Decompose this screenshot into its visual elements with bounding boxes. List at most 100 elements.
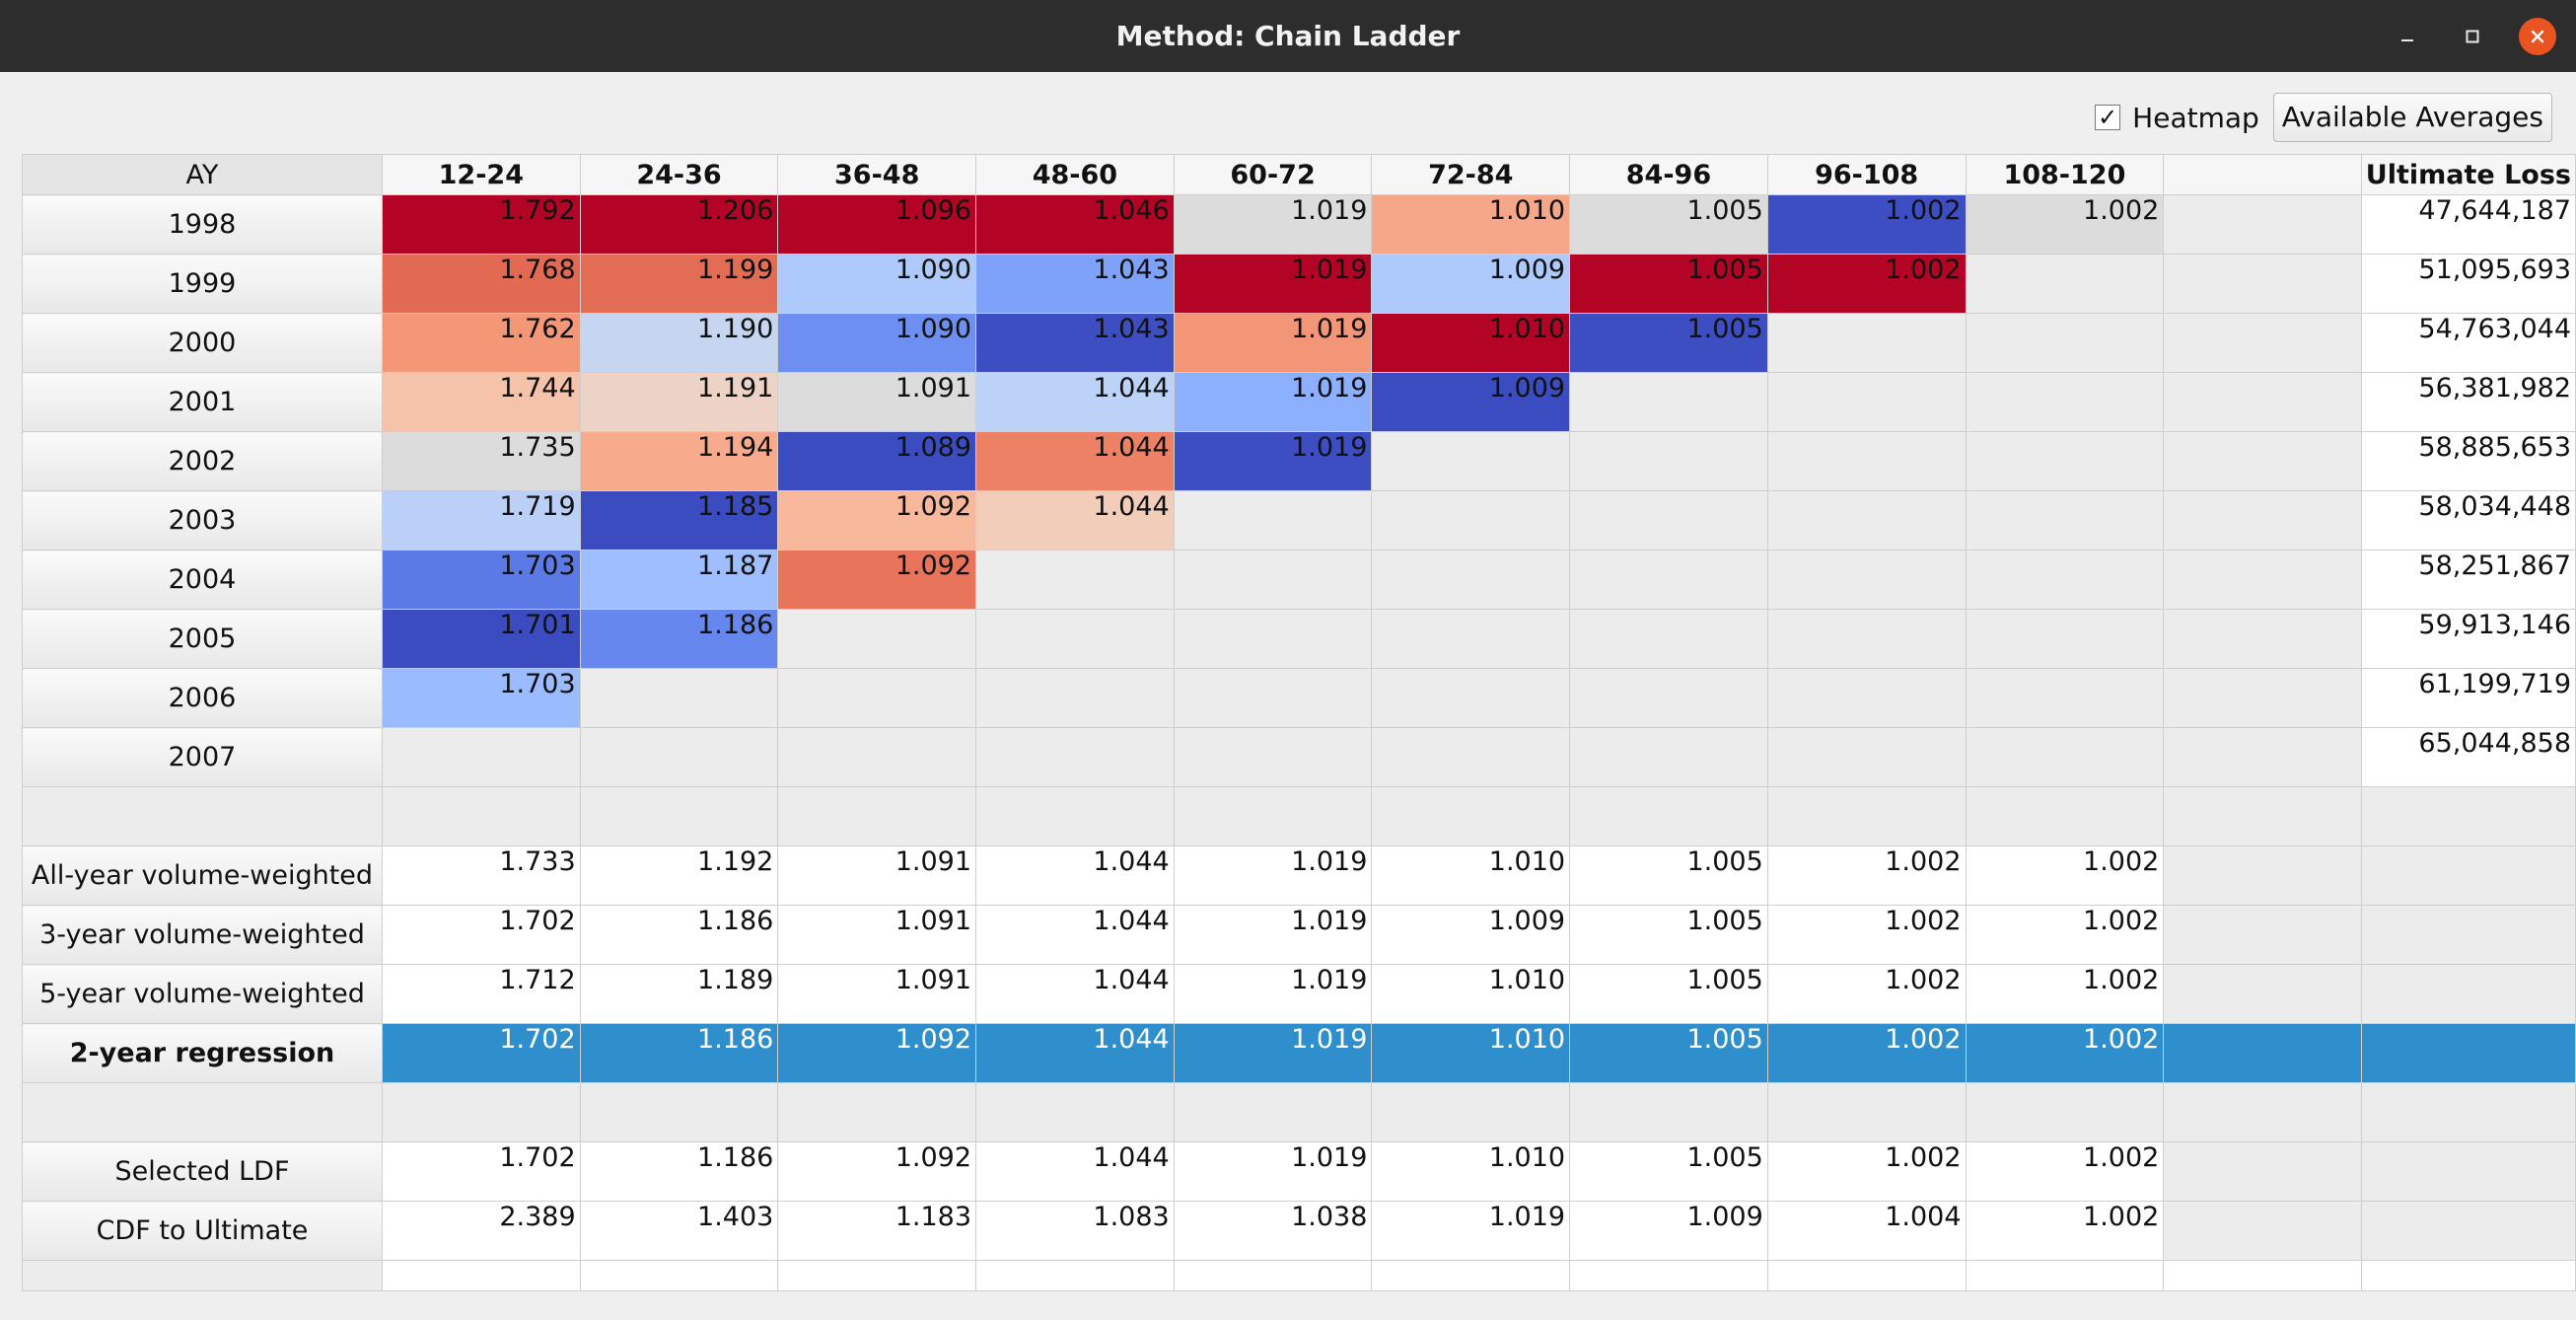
ultimate-loss-cell[interactable]: 61,199,719 [2360,668,2576,728]
empty-cell[interactable] [1371,1260,1571,1291]
ldf-cell[interactable]: 1.191 [579,372,779,432]
empty-cell[interactable] [2163,1260,2362,1291]
average-cell[interactable]: 1.002 [1965,845,2165,906]
average-cell[interactable]: 1.002 [1766,845,1967,906]
average-cell[interactable]: 1.019 [1173,845,1373,906]
row-header[interactable]: 2006 [22,668,383,728]
empty-cell[interactable] [1569,1260,1768,1291]
ldf-cell[interactable]: 1.019 [1173,194,1373,255]
ultimate-loss-cell[interactable]: 51,095,693 [2360,254,2576,314]
average-cell[interactable]: 1.010 [1371,964,1571,1024]
empty-cell[interactable] [1371,786,1571,846]
row-header[interactable]: 1999 [22,254,383,314]
average-cell[interactable]: 1.091 [777,964,977,1024]
average-cell[interactable]: 1.044 [975,964,1175,1024]
empty-cell[interactable] [2360,786,2576,846]
empty-cell[interactable] [1173,609,1373,669]
empty-cell[interactable] [1569,372,1768,432]
row-header[interactable]: 1998 [22,194,383,255]
empty-cell[interactable] [1766,431,1967,491]
empty-cell[interactable] [2163,786,2362,846]
summary-cell[interactable]: 1.010 [1371,1141,1571,1202]
ldf-cell[interactable]: 1.719 [381,490,581,550]
ldf-cell[interactable]: 1.187 [579,550,779,610]
empty-cell[interactable] [1569,490,1768,550]
ldf-cell[interactable]: 1.043 [975,254,1175,314]
summary-cell[interactable]: 1.702 [381,1141,581,1202]
empty-cell[interactable] [777,727,977,787]
summary-cell[interactable]: 1.019 [1371,1201,1571,1261]
empty-cell[interactable] [2360,905,2576,965]
row-header[interactable]: 2002 [22,431,383,491]
empty-cell[interactable] [1173,727,1373,787]
ldf-cell[interactable]: 1.002 [1766,194,1967,255]
row-header[interactable]: 5-year volume-weighted [22,964,383,1024]
empty-cell[interactable] [975,1082,1175,1142]
ldf-cell[interactable]: 1.044 [975,431,1175,491]
empty-cell[interactable] [1173,668,1373,728]
empty-cell[interactable] [2163,490,2362,550]
empty-cell[interactable] [2163,964,2362,1024]
average-cell[interactable]: 1.002 [1766,1023,1967,1083]
column-header[interactable]: 108-120 [1965,154,2165,195]
empty-cell[interactable] [2163,372,2362,432]
column-header[interactable]: 12-24 [381,154,581,195]
average-cell[interactable]: 1.010 [1371,845,1571,906]
ldf-cell[interactable]: 1.044 [975,372,1175,432]
average-cell[interactable]: 1.002 [1766,905,1967,965]
row-header[interactable] [22,1260,383,1291]
average-cell[interactable]: 1.091 [777,905,977,965]
ultimate-loss-cell[interactable]: 58,251,867 [2360,550,2576,610]
average-cell[interactable]: 1.002 [1965,1023,2165,1083]
ldf-cell[interactable]: 1.701 [381,609,581,669]
empty-cell[interactable] [2163,727,2362,787]
row-header[interactable]: 2003 [22,490,383,550]
empty-cell[interactable] [2163,431,2362,491]
empty-cell[interactable] [1371,550,1571,610]
empty-cell[interactable] [1766,490,1967,550]
empty-cell[interactable] [1569,727,1768,787]
empty-cell[interactable] [1569,550,1768,610]
empty-cell[interactable] [1173,490,1373,550]
empty-cell[interactable] [2360,1023,2576,1083]
row-header[interactable]: 2004 [22,550,383,610]
summary-cell[interactable]: 1.002 [1965,1141,2165,1202]
row-header[interactable]: All-year volume-weighted [22,845,383,906]
empty-cell[interactable] [1965,490,2165,550]
row-header[interactable]: CDF to Ultimate [22,1201,383,1261]
empty-cell[interactable] [1766,550,1967,610]
column-header[interactable] [2163,154,2362,195]
empty-cell[interactable] [579,1260,779,1291]
ldf-cell[interactable]: 1.005 [1569,194,1768,255]
empty-cell[interactable] [579,668,779,728]
summary-cell[interactable]: 2.389 [381,1201,581,1261]
empty-cell[interactable] [2163,313,2362,373]
average-cell[interactable]: 1.005 [1569,905,1768,965]
empty-cell[interactable] [381,1082,581,1142]
ldf-cell[interactable]: 1.703 [381,550,581,610]
average-cell[interactable]: 1.005 [1569,1023,1768,1083]
empty-cell[interactable] [579,1082,779,1142]
empty-cell[interactable] [1371,1082,1571,1142]
average-row[interactable]: All-year volume-weighted 1.733 1.192 1.091 1… [22,845,2576,906]
empty-cell[interactable] [1766,727,1967,787]
empty-cell[interactable] [1965,372,2165,432]
empty-cell[interactable] [1965,786,2165,846]
empty-cell[interactable] [975,550,1175,610]
column-header[interactable]: 36-48 [777,154,977,195]
empty-cell[interactable] [2163,1082,2362,1142]
average-cell[interactable]: 1.002 [1766,964,1967,1024]
ultimate-loss-cell[interactable]: 58,034,448 [2360,490,2576,550]
empty-cell[interactable] [2163,668,2362,728]
empty-cell[interactable] [2360,964,2576,1024]
empty-cell[interactable] [2163,1023,2362,1083]
average-cell[interactable]: 1.733 [381,845,581,906]
ldf-cell[interactable]: 1.009 [1371,372,1571,432]
row-header[interactable] [22,1082,383,1142]
ldf-cell[interactable]: 1.019 [1173,372,1373,432]
summary-cell[interactable]: 1.002 [1766,1141,1967,1202]
average-cell[interactable]: 1.002 [1965,905,2165,965]
summary-cell[interactable]: 1.186 [579,1141,779,1202]
empty-cell[interactable] [2360,1201,2576,1261]
ultimate-loss-cell[interactable]: 59,913,146 [2360,609,2576,669]
